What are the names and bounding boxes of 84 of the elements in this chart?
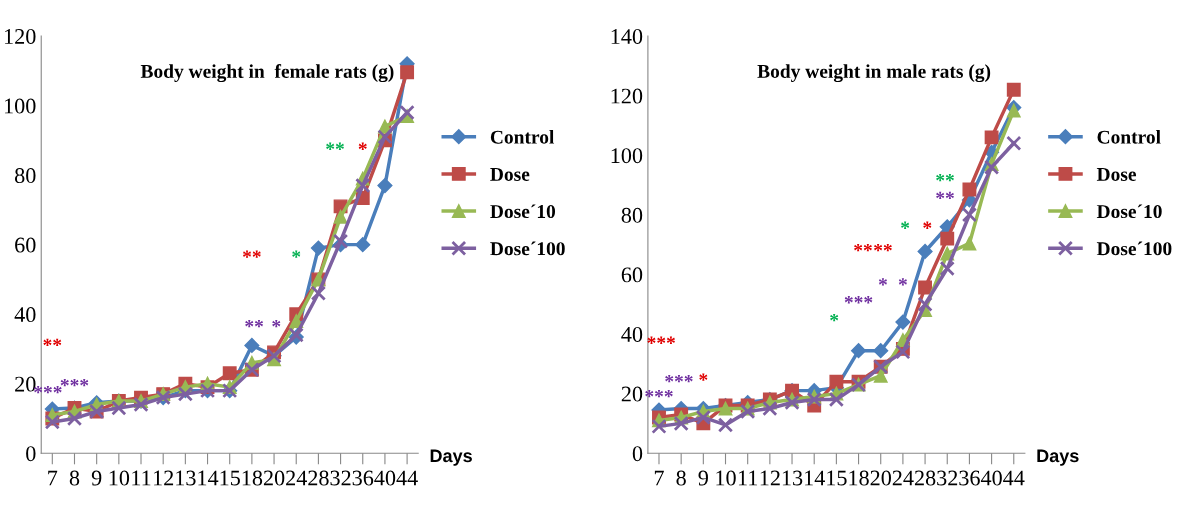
text: Body weight in male rats (g) — [757, 64, 991, 83]
annotation: *** — [844, 296, 873, 304]
annotation: * — [901, 221, 910, 229]
y-tick-label: 20 — [15, 376, 36, 392]
x-tick-label: 24 — [892, 470, 914, 486]
y-tick-label: 100 — [611, 148, 643, 164]
x-tick-label: 7 — [48, 470, 58, 486]
x-tick-label: 10 — [109, 470, 130, 486]
legend-label: Dose´10 — [490, 204, 556, 219]
x-tick-label: 8 — [676, 470, 686, 486]
x-tick-label: 14 — [805, 470, 825, 486]
annotation: ** — [854, 243, 872, 252]
y-tick-label: 120 — [4, 28, 36, 44]
annotation: *** — [665, 375, 693, 383]
legend-label: Dose — [490, 167, 530, 181]
y-tick-label: 20 — [621, 386, 643, 402]
x-tick-label: 11 — [738, 470, 758, 486]
y-tick-label: 140 — [611, 28, 643, 44]
annotation: ** — [43, 338, 62, 347]
annotation: *** — [34, 385, 62, 394]
x-tick-label: 24 — [286, 470, 307, 486]
y-tick-label: 80 — [621, 207, 643, 223]
x-tick-label: 10 — [716, 470, 736, 486]
annotation: * — [292, 250, 301, 258]
x-tick-label: 15 — [220, 470, 240, 486]
annotation: * — [358, 142, 367, 150]
annotation: ** — [242, 250, 261, 258]
x-tick-label: 40 — [374, 470, 396, 486]
x-tick-label: 7 — [654, 470, 664, 486]
x-tick-label: 32 — [330, 470, 351, 486]
annotation: * — [878, 278, 887, 286]
x-tick-label: 18 — [849, 470, 869, 486]
x-tick-label: 20 — [263, 470, 285, 486]
annotation: *** — [60, 379, 89, 387]
annotation: * — [830, 313, 839, 322]
x-tick-label: 44 — [1003, 470, 1025, 486]
x-tick-label: 20 — [870, 470, 891, 486]
x-tick-label: 40 — [980, 470, 1002, 486]
y-tick-label: 40 — [621, 326, 643, 342]
x-tick-label: 8 — [69, 470, 80, 486]
x-tick-label: 13 — [782, 470, 803, 486]
text: Body weight in female rats (g) — [140, 64, 394, 83]
y-tick-label: 60 — [15, 237, 36, 253]
annotation: ** — [326, 142, 344, 150]
x-tick-label: 18 — [242, 470, 263, 486]
annotation: ** — [936, 191, 954, 200]
x-tick-label: 9 — [91, 470, 102, 486]
y-tick-label: 60 — [621, 267, 643, 283]
y-tick-label: 120 — [611, 88, 643, 104]
x-tick-label: 44 — [396, 470, 418, 486]
x-tick-label: 14 — [198, 470, 219, 486]
annotation: * — [923, 221, 932, 229]
x-tick-label: 11 — [132, 470, 151, 486]
annotation: * — [699, 373, 708, 381]
annotation: * — [272, 319, 281, 328]
y-tick-label: 80 — [14, 168, 36, 184]
y-tick-label: 0 — [26, 446, 36, 462]
y-tick-label: 0 — [632, 446, 643, 462]
x-tick-label: 32 — [937, 470, 958, 486]
legend-label: Dose — [1096, 167, 1137, 181]
y-tick-label: 100 — [4, 98, 36, 114]
legend-label: Dose´100 — [490, 241, 565, 256]
legend-label: Dose´100 — [1096, 241, 1172, 256]
x-tick-label: 36 — [352, 470, 374, 486]
legend-label: Control — [490, 130, 555, 144]
annotation: *** — [645, 389, 673, 398]
annotation: ** — [245, 319, 264, 328]
y-tick-label: 40 — [14, 307, 36, 323]
x-tick-label: 28 — [914, 470, 936, 486]
legend-label: Dose´10 — [1096, 204, 1162, 219]
x-axis-title: Days — [1037, 449, 1079, 466]
x-tick-label: 12 — [760, 470, 780, 486]
annotation: * — [898, 278, 907, 286]
x-tick-label: 12 — [154, 470, 174, 486]
x-tick-label: 28 — [308, 470, 329, 486]
annotation: *** — [647, 336, 675, 344]
annotation: ** — [874, 243, 892, 252]
x-axis-title: Days — [430, 449, 472, 466]
legend-label: Control — [1097, 130, 1161, 144]
annotation: ** — [936, 173, 954, 182]
x-tick-label: 36 — [959, 470, 980, 486]
x-tick-label: 13 — [176, 470, 196, 486]
x-tick-label: 9 — [698, 470, 708, 486]
x-tick-label: 15 — [827, 470, 847, 486]
